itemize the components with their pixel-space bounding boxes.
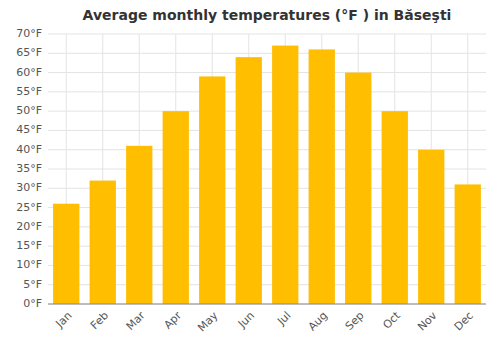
bar <box>90 181 116 304</box>
bar <box>199 76 225 304</box>
title: Average monthly temperatures (°F ) in Bă… <box>83 7 452 23</box>
y-tick-label: 50°F <box>16 104 42 117</box>
y-tick-label: 0°F <box>23 297 42 310</box>
x-axis-line <box>48 304 486 305</box>
x-tick-label: May <box>195 309 221 335</box>
chart: 0°F 5°F 10°F 15°F 20°F 25°F 30°F 35°F 40°F 45°F 50… <box>0 0 500 350</box>
bar <box>236 57 262 304</box>
x-tick-label: Oct <box>380 309 403 332</box>
bar <box>272 46 298 304</box>
y-tick-label: 45°F <box>16 123 42 136</box>
x-tick-label: Mar <box>124 309 148 333</box>
y-grid-line <box>48 111 486 112</box>
bar <box>418 150 444 304</box>
x-tick-label: Apr <box>161 309 184 332</box>
bar <box>455 184 481 304</box>
y-tick-label: 30°F <box>16 181 42 194</box>
x-tick-label: Jul <box>274 309 293 328</box>
x-tick-label: Nov <box>415 309 440 334</box>
bar <box>126 146 152 304</box>
chart-root: 0°F 5°F 10°F 15°F 20°F 25°F 30°F 35°F 40°F 45°F 50… <box>0 0 500 350</box>
bar <box>382 111 408 304</box>
bar <box>345 73 371 304</box>
y-tick-label: 70°F <box>16 27 42 40</box>
y-grid-line <box>48 304 486 305</box>
bar <box>163 111 189 304</box>
x-tick-label: Aug <box>306 309 330 333</box>
bar <box>309 49 335 304</box>
y-tick-label: 40°F <box>16 143 42 156</box>
x-tick-label: Sep <box>343 309 367 333</box>
y-tick-label: 65°F <box>16 46 42 59</box>
x-tick-label: Dec <box>452 309 476 333</box>
y-grid-line <box>48 53 486 54</box>
y-tick-label: 55°F <box>16 85 42 98</box>
y-tick-label: 25°F <box>16 201 42 214</box>
y-grid-line <box>48 130 486 131</box>
y-grid-line <box>48 72 486 73</box>
bars <box>53 46 481 304</box>
y-tick-label: 5°F <box>23 278 42 291</box>
x-tick-label: Jun <box>235 309 257 331</box>
y-grid-line <box>48 34 486 35</box>
y-tick-label: 60°F <box>16 66 42 79</box>
y-tick-label: 20°F <box>16 220 42 233</box>
x-tick-label: Jan <box>53 309 75 331</box>
x-tick-label: Feb <box>88 309 111 332</box>
bar <box>53 204 79 304</box>
y-tick-label: 35°F <box>16 162 42 175</box>
y-grid-line <box>48 91 486 92</box>
grid <box>48 34 486 304</box>
y-tick-label: 15°F <box>16 239 42 252</box>
y-tick-label: 10°F <box>16 258 42 271</box>
